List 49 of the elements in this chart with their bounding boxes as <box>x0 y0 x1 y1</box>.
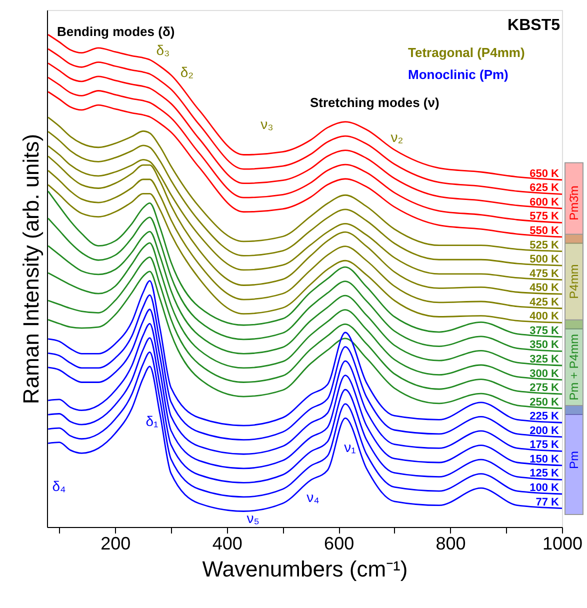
series-label: 650 K <box>530 168 560 180</box>
series-label: 525 K <box>530 239 560 252</box>
series-label: 475 K <box>530 268 560 280</box>
series-label: 300 K <box>530 368 560 380</box>
annotation: δ₃ <box>156 42 170 58</box>
series-label: 125 K <box>530 468 560 480</box>
annotation: ν₁ <box>344 439 356 455</box>
series-label: 400 K <box>530 310 560 323</box>
x-tick-label: 800 <box>436 534 466 554</box>
series-label: 225 K <box>530 410 560 423</box>
annotation: δ₁ <box>146 413 159 429</box>
y-axis-title: Raman Intensity (arb. units) <box>18 134 44 404</box>
x-tick-label: 200 <box>100 534 131 554</box>
x-tick-label: 1000 <box>542 534 583 554</box>
series-label: 77 K <box>536 496 560 508</box>
annotation: Bending modes (δ) <box>57 24 175 39</box>
series-label: 375 K <box>530 324 560 337</box>
text: KBST5 <box>508 17 560 34</box>
series-label: 100 K <box>530 482 560 494</box>
series-label: 250 K <box>530 396 560 408</box>
text: Pm + P4mm <box>567 334 581 400</box>
annotation: ν₅ <box>246 510 260 526</box>
series-label: 175 K <box>530 439 560 452</box>
series-label: 600 K <box>530 196 560 208</box>
annotation: Tetragonal (P4mm) <box>408 45 525 60</box>
series-label: 575 K <box>530 210 560 223</box>
annotation: δ₂ <box>180 64 194 80</box>
annotation: ν₂ <box>390 129 404 145</box>
annotation: Stretching modes (ν) <box>310 95 440 110</box>
x-tick-label: 400 <box>212 534 242 554</box>
x-axis-title: Wavenumbers (cm⁻¹) <box>202 556 408 582</box>
text: Pm <box>567 451 581 470</box>
series-label: 625 K <box>530 182 560 194</box>
annotation: ν₄ <box>306 489 320 505</box>
text: Pm3̄m <box>567 186 581 220</box>
annotation: ν₃ <box>260 116 274 132</box>
series-label: 500 K <box>530 254 560 266</box>
series-label: 450 K <box>530 282 560 294</box>
series-label: 200 K <box>530 424 560 437</box>
series-label: 350 K <box>530 339 560 352</box>
x-tick-label: 600 <box>324 534 354 554</box>
series-label: 550 K <box>530 224 560 237</box>
series-label: 275 K <box>530 382 560 394</box>
series-label: 425 K <box>530 296 560 308</box>
series-label: 325 K <box>530 354 560 366</box>
annotation: Monoclinic (Pm) <box>408 67 508 82</box>
text: P4mm <box>567 264 581 299</box>
series-label: 150 K <box>530 453 560 466</box>
annotation: δ₄ <box>52 478 66 494</box>
